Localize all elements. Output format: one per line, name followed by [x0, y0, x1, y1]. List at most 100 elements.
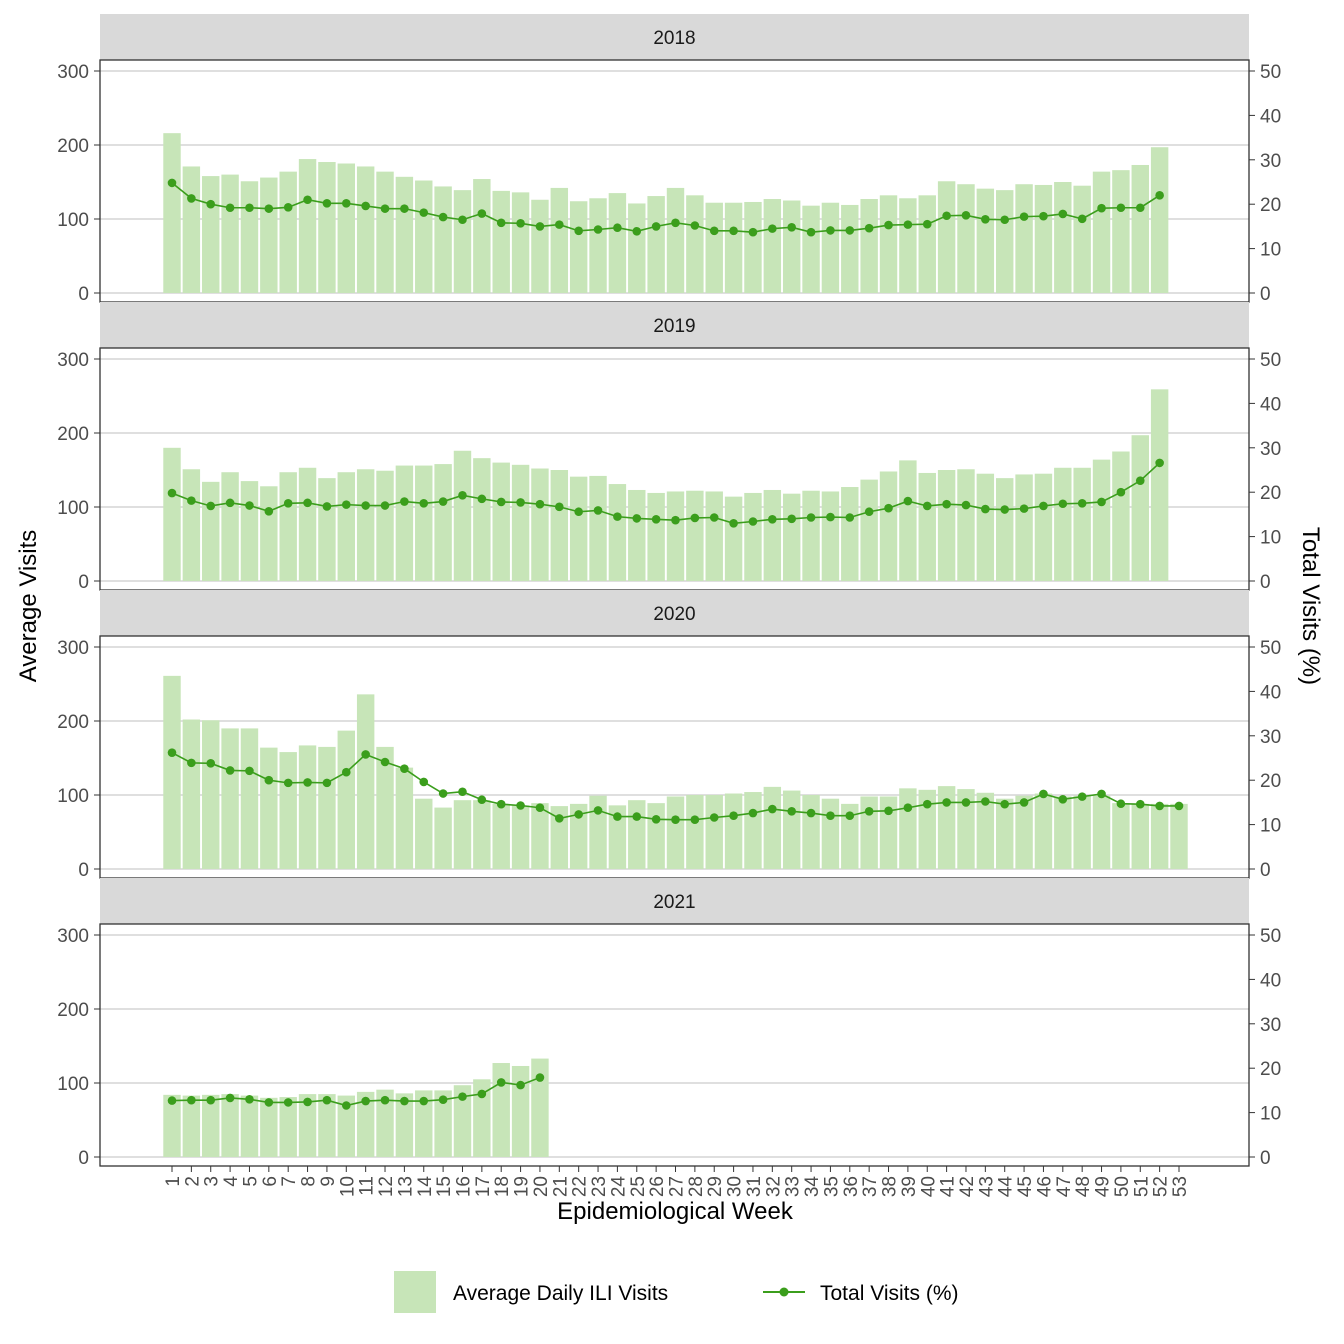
strip-label-2020: 2020	[653, 604, 695, 625]
point-2020-week-48	[1077, 792, 1087, 801]
panel-border-2021	[99, 923, 1250, 1167]
bar-2019-week-10	[337, 472, 356, 581]
point-2020-week-29	[709, 813, 719, 822]
left-tick-label: 200	[57, 1000, 89, 1021]
bar-2018-week-26	[647, 196, 665, 293]
point-2018-week-13	[400, 204, 409, 213]
point-2021-week-12	[380, 1095, 390, 1105]
x-tick-label-45: 45	[1015, 1176, 1036, 1197]
point-2018-week-49	[1097, 203, 1106, 213]
point-2018-week-26	[651, 222, 661, 231]
point-2021-week-1	[167, 1096, 177, 1105]
point-2019-week-7	[283, 499, 293, 508]
point-2018-week-15	[438, 212, 448, 222]
point-2019-week-2	[187, 496, 196, 505]
point-2021-week-5	[245, 1094, 254, 1104]
bar-2020-week-27	[666, 796, 685, 869]
strip-2020	[100, 590, 1249, 636]
x-tick-label-1: 1	[163, 1176, 184, 1187]
bar-2018-week-29	[705, 202, 723, 293]
point-2020-week-51	[1135, 799, 1145, 809]
bar-2018-week-46	[1034, 184, 1053, 293]
legend-bar-key	[394, 1271, 436, 1313]
bar-2019-week-28	[686, 490, 704, 581]
bar-2018-week-27	[666, 187, 685, 293]
bar-2019-week-12	[376, 470, 394, 581]
right-tick-label: 20	[1260, 195, 1281, 216]
x-tick-label-23: 23	[589, 1176, 610, 1197]
bar-2019-week-21	[550, 470, 569, 581]
bar-2020-week-22	[569, 803, 588, 869]
right-tick-label: 40	[1260, 970, 1281, 991]
point-2018-week-7	[283, 203, 293, 212]
left-tick-label: 100	[57, 210, 89, 231]
point-2020-week-42	[961, 798, 971, 807]
point-2018-week-6	[264, 204, 274, 213]
bar-2018-week-19	[511, 192, 530, 293]
bar-2018-week-13	[395, 176, 414, 293]
bar-2018-week-23	[589, 198, 607, 293]
bar-2019-week-47	[1054, 467, 1072, 581]
x-tick-label-6: 6	[260, 1176, 281, 1187]
bar-2020-week-13	[395, 767, 414, 869]
x-tick-label-39: 39	[899, 1176, 920, 1197]
point-2019-week-31	[748, 517, 758, 526]
point-2019-week-33	[787, 514, 796, 524]
bar-2020-week-28	[686, 795, 704, 869]
bar-2021-week-16	[453, 1085, 472, 1157]
bar-2019-week-24	[608, 484, 627, 581]
bar-2018-week-25	[628, 203, 646, 293]
bar-2019-week-51	[1131, 435, 1149, 581]
bar-2018-week-2	[182, 166, 201, 293]
x-tick-label-46: 46	[1034, 1176, 1055, 1197]
point-2021-week-14	[419, 1096, 429, 1106]
point-2019-week-44	[1000, 505, 1010, 514]
bar-2019-week-27	[666, 491, 685, 581]
point-2019-week-39	[903, 496, 913, 506]
bar-2020-week-25	[628, 800, 646, 869]
y-axis-right-title: Total Visits (%)	[1297, 527, 1324, 685]
point-2020-week-45	[1019, 798, 1029, 807]
x-tick-label-5: 5	[240, 1176, 261, 1187]
bar-2020-week-17	[473, 800, 491, 869]
line-series-2019	[171, 462, 1161, 525]
bar-2021-week-1	[163, 1094, 181, 1157]
point-2018-week-17	[477, 209, 487, 218]
bar-2018-week-31	[744, 201, 762, 293]
point-2020-week-18	[496, 799, 506, 809]
point-2018-week-29	[709, 226, 719, 236]
point-2019-week-18	[496, 497, 506, 507]
bar-2019-week-16	[453, 450, 472, 581]
line-series-2018	[171, 182, 1161, 233]
bar-2021-week-10	[337, 1095, 356, 1157]
point-2018-week-22	[574, 226, 583, 236]
x-tick-label-32: 32	[763, 1176, 784, 1197]
point-2019-week-47	[1058, 499, 1068, 509]
bar-2021-week-13	[395, 1093, 414, 1157]
bar-2018-week-47	[1054, 182, 1072, 293]
bar-2018-week-10	[337, 163, 356, 293]
point-2019-week-9	[322, 502, 332, 511]
bar-2019-week-1	[163, 447, 181, 581]
bar-2020-week-37	[860, 796, 878, 869]
panel-2018: 2018 0 100 200 300 0 10 20 30 40 50	[57, 14, 1281, 305]
point-2020-week-28	[690, 815, 700, 825]
point-2019-week-6	[264, 506, 274, 516]
point-2019-week-5	[245, 501, 254, 510]
bar-2019-week-52	[1150, 389, 1169, 581]
point-2018-week-19	[516, 218, 525, 228]
point-2021-week-10	[341, 1101, 351, 1110]
bar-2020-week-6	[260, 747, 278, 869]
x-tick-label-4: 4	[221, 1176, 242, 1187]
bar-2018-week-20	[531, 199, 549, 293]
x-tick-label-38: 38	[880, 1176, 901, 1197]
x-tick-label-25: 25	[628, 1176, 649, 1197]
x-tick-label-12: 12	[376, 1176, 397, 1197]
point-2020-week-14	[419, 777, 429, 787]
point-2018-week-40	[922, 219, 932, 229]
point-2019-week-26	[651, 514, 661, 524]
point-2018-week-21	[555, 220, 564, 229]
bar-2018-week-42	[957, 184, 975, 293]
bar-2018-week-37	[860, 199, 878, 293]
